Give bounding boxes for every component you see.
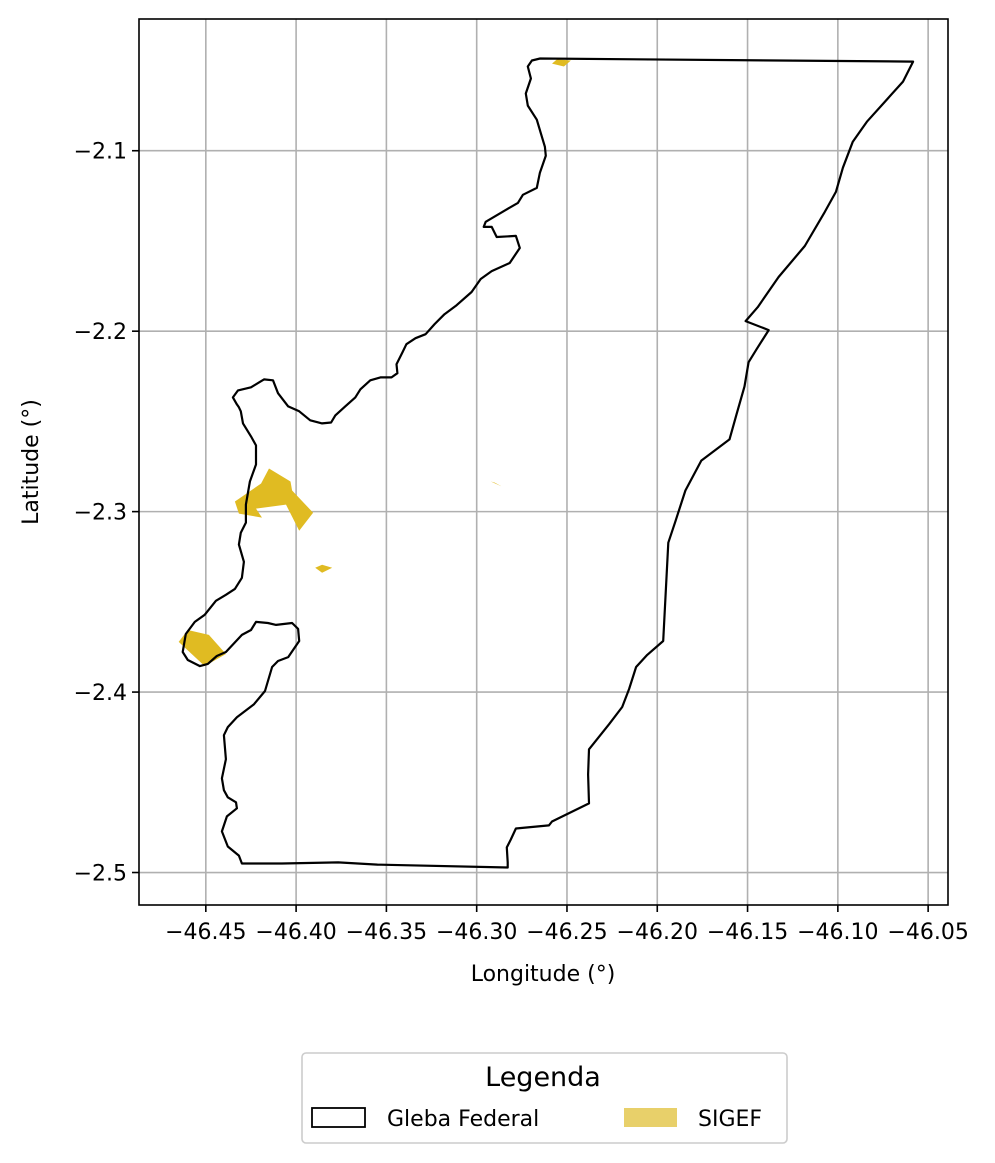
y-tick-label: −2.5 xyxy=(74,862,127,887)
legend: Legenda Gleba Federal SIGEF xyxy=(301,1052,788,1144)
sigef-parcel xyxy=(315,564,333,573)
x-tick-label: −46.15 xyxy=(707,920,788,945)
x-axis-label: Longitude (°) xyxy=(471,962,616,987)
y-axis-ticks: −2.1 −2.2 −2.3 −2.4 −2.5 xyxy=(74,140,139,887)
grid xyxy=(139,19,948,905)
x-tick-label: −46.10 xyxy=(797,920,878,945)
x-tick-label: −46.45 xyxy=(165,920,246,945)
legend-label-gleba-federal: Gleba Federal xyxy=(387,1107,539,1132)
y-tick-label: −2.2 xyxy=(74,320,127,345)
x-tick-label: −46.20 xyxy=(617,920,698,945)
y-tick-label: −2.3 xyxy=(74,501,127,526)
plot-frame xyxy=(138,18,949,906)
y-axis-label: Latitude (°) xyxy=(19,399,44,525)
sigef-parcel xyxy=(552,59,571,67)
gleba-federal-boundary xyxy=(181,57,915,869)
x-axis-ticks: −46.45 −46.40 −46.35 −46.30 −46.25 −46.20 −46.… xyxy=(165,905,969,945)
legend-label-sigef: SIGEF xyxy=(698,1107,762,1132)
x-tick-label: −46.05 xyxy=(887,920,968,945)
x-tick-label: −46.25 xyxy=(526,920,607,945)
legend-swatch-sigef xyxy=(624,1108,677,1127)
legend-swatch-gleba-federal xyxy=(311,1107,366,1128)
legend-title: Legenda xyxy=(485,1062,601,1093)
gleba-federal-layer xyxy=(181,57,915,869)
x-tick-label: −46.30 xyxy=(436,920,517,945)
y-tick-label: −2.1 xyxy=(74,140,127,165)
y-tick-label: −2.4 xyxy=(74,681,127,706)
x-tick-label: −46.40 xyxy=(255,920,336,945)
sigef-parcel xyxy=(234,468,314,531)
x-tick-label: −46.35 xyxy=(346,920,427,945)
sigef-parcel xyxy=(490,481,502,487)
